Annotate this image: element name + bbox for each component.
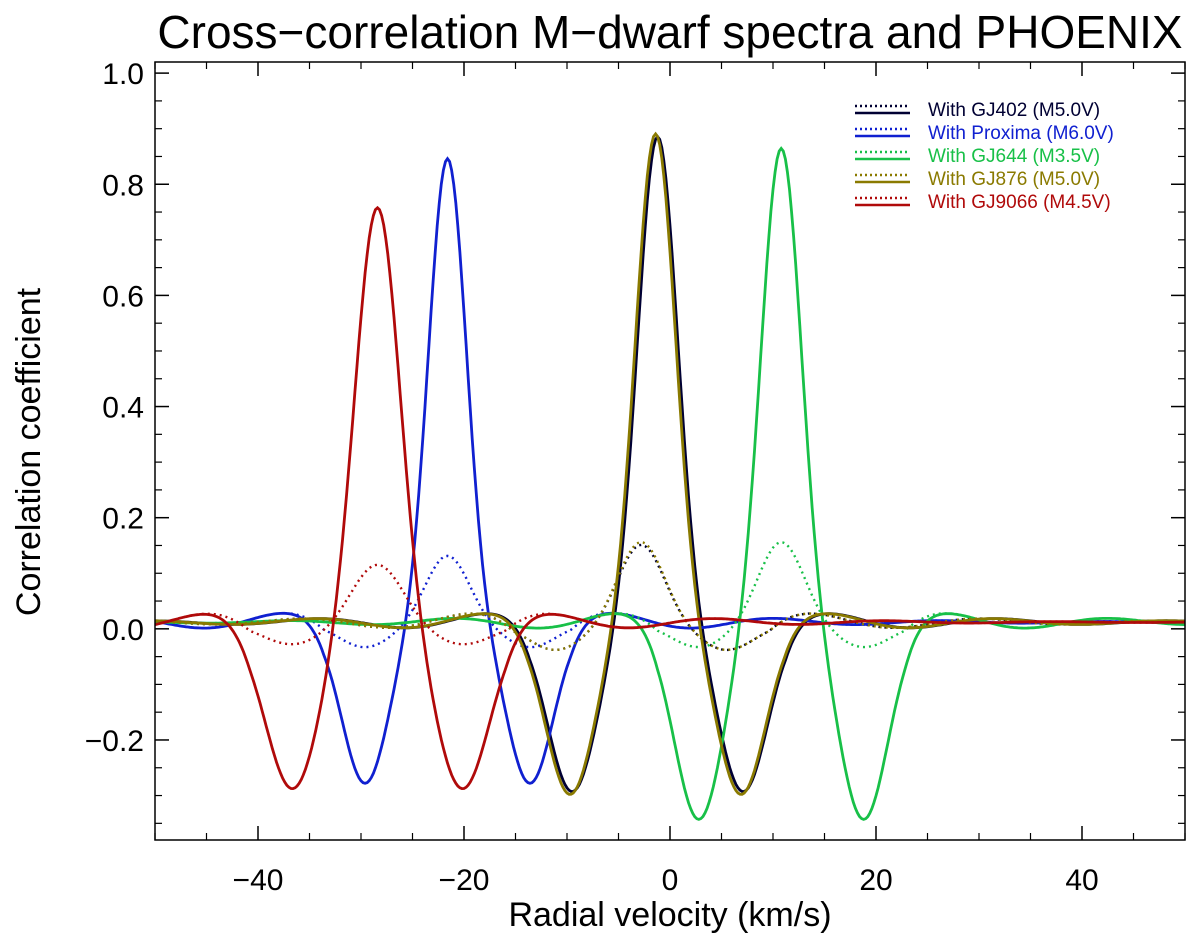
- series-solid-line-3: [154, 131, 1186, 796]
- series-dotted-line-3: [154, 540, 1186, 652]
- x-tick-label: 20: [859, 864, 892, 897]
- y-tick-label: 0.0: [102, 614, 144, 647]
- series-solid-line-2: [154, 146, 1186, 821]
- y-tick-label: 0.6: [102, 280, 144, 313]
- plot-lines: [154, 131, 1186, 821]
- axis-ticks: −40 −20 0 20 40 −0.2 0.0 0.2 0.4 0.6 0.8 1.0: [85, 58, 1186, 897]
- x-tick-label: 40: [1065, 864, 1098, 897]
- x-tick-label: −40: [233, 864, 284, 897]
- x-tick-label: 0: [662, 864, 679, 897]
- series-dotted-line-2: [154, 541, 1186, 649]
- x-tick-label: −20: [439, 864, 490, 897]
- series-dotted-line-1: [154, 554, 1185, 649]
- legend-label: With GJ644 (M3.5V): [928, 146, 1100, 167]
- series-dotted-line-4: [154, 563, 1185, 646]
- x-axis-label: Radial velocity (km/s): [508, 896, 831, 934]
- y-tick-label: 0.4: [102, 392, 144, 425]
- y-tick-label: 1.0: [102, 58, 144, 91]
- chart-title: Cross−correlation M−dwarf spectra and PH…: [157, 6, 1182, 58]
- y-tick-label: 0.2: [102, 503, 144, 536]
- series-solid-line-4: [154, 205, 1185, 791]
- legend-label: With GJ402 (M5.0V): [928, 100, 1100, 121]
- series-dotted-line-0: [154, 543, 1186, 652]
- y-tick-label: −0.2: [85, 725, 144, 758]
- y-axis-label: Correlation coefficient: [10, 287, 48, 616]
- legend-label: With GJ876 (M5.0V): [928, 169, 1100, 190]
- legend-label: With Proxima (M6.0V): [928, 123, 1114, 144]
- legend: With GJ402 (M5.0V)With Proxima (M6.0V)Wi…: [855, 100, 1114, 213]
- y-tick-label: 0.8: [102, 169, 144, 202]
- legend-label: With GJ9066 (M4.5V): [928, 192, 1111, 213]
